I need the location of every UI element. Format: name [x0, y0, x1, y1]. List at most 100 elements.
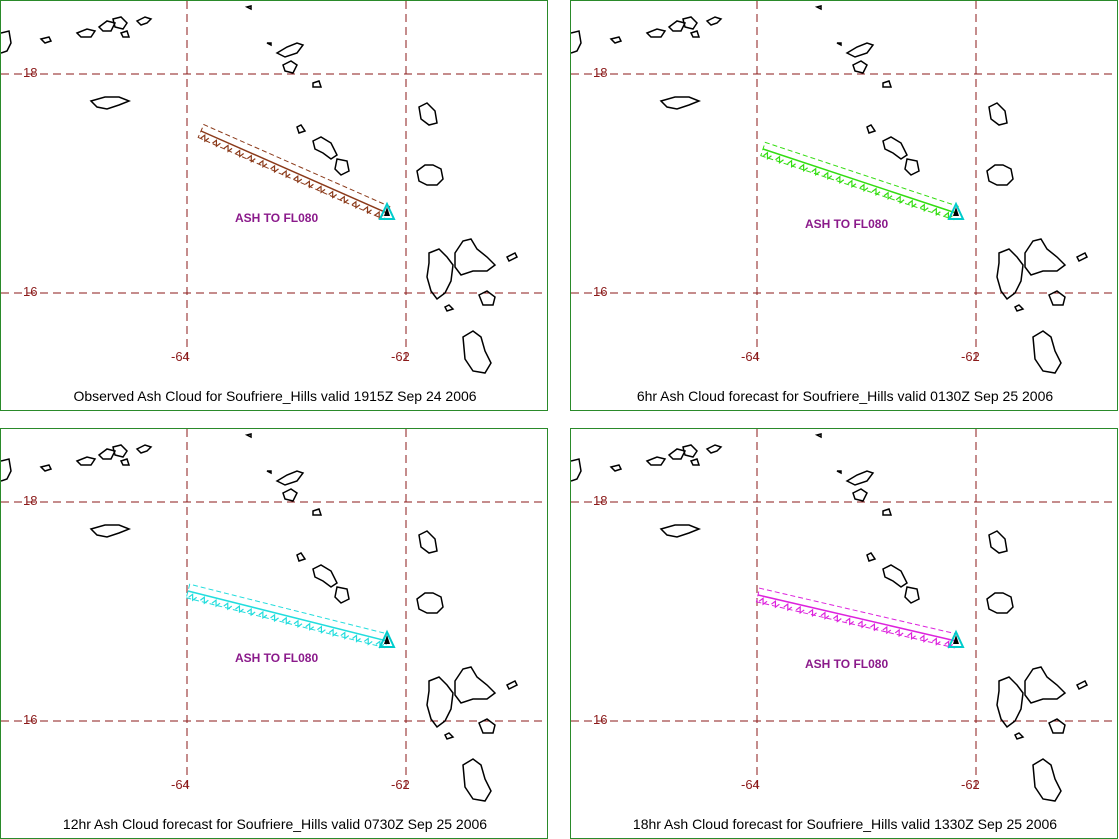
panel-caption: 6hr Ash Cloud forecast for Soufriere_Hil…	[636, 388, 1054, 404]
ash-cloud-hatch	[316, 185, 326, 194]
island-outline	[462, 330, 492, 374]
island-outline	[852, 60, 868, 74]
volcano-marker	[378, 629, 396, 648]
ash-cloud-hatch	[317, 625, 326, 634]
ash-cloud-hatch	[258, 159, 268, 168]
island-outline	[119, 458, 131, 466]
island-outline	[1024, 238, 1067, 276]
island-outline	[882, 80, 893, 88]
lon-label-64: -64	[171, 349, 190, 364]
island-outline	[505, 679, 519, 691]
island-outline	[505, 251, 519, 263]
island-outline	[462, 758, 492, 802]
lon-label-64: -64	[171, 777, 190, 792]
island-outline	[135, 16, 153, 26]
ash-cloud-hatch	[894, 628, 904, 638]
ash-cloud-hatch	[835, 175, 845, 184]
ash-cloud-hatch	[375, 640, 385, 649]
volcano-marker	[947, 201, 965, 220]
island-outline	[689, 30, 701, 38]
ash-cloud-hatch	[795, 605, 805, 615]
ash-cloud-hatch	[339, 195, 349, 204]
ash-cloud-hatch	[845, 617, 855, 626]
island-outline	[1013, 732, 1025, 740]
island-outline	[454, 666, 497, 704]
island-outline	[416, 592, 444, 614]
ash-cloud-hatch	[832, 614, 842, 623]
island-outline	[609, 36, 623, 44]
island-outline	[988, 530, 1008, 554]
ash-cloud-hatch	[847, 179, 857, 188]
island-outline	[609, 464, 623, 472]
island-outline	[454, 238, 497, 276]
ash-cloud-centerline	[200, 130, 388, 214]
coastline-map	[1, 1, 547, 374]
island-outline	[244, 5, 252, 11]
lon-label-64: -64	[741, 349, 760, 364]
ash-cloud-hatch	[907, 199, 917, 208]
ash-cloud-hatch	[212, 139, 221, 148]
lon-label-62: -62	[961, 349, 980, 364]
ash-cloud-hatch	[919, 203, 929, 212]
island-outline	[845, 42, 875, 58]
island-outline	[426, 676, 454, 729]
ash-cloud-hatch	[211, 599, 221, 608]
island-outline	[97, 20, 117, 32]
island-outline	[866, 124, 877, 134]
island-outline	[39, 36, 53, 44]
island-outline	[1048, 290, 1066, 306]
island-outline	[282, 60, 298, 74]
ash-cloud-hatch	[246, 154, 256, 163]
ash-cloud-hatch	[281, 169, 291, 179]
ash-cloud-hatch	[870, 622, 879, 632]
lat-label-16: 16	[593, 712, 608, 727]
island-outline	[689, 458, 701, 466]
ash-cloud-hatch	[871, 187, 881, 196]
island-outline	[312, 564, 338, 588]
ash-cloud-centerline	[187, 590, 388, 642]
island-outline	[334, 586, 350, 604]
island-outline	[266, 42, 272, 47]
ash-cloud-hatch	[363, 637, 373, 646]
volcano-marker-core	[384, 207, 390, 216]
island-outline	[39, 464, 53, 472]
island-outline	[996, 676, 1024, 729]
lat-label-16: 16	[593, 284, 608, 299]
ash-cloud-hatch	[199, 596, 209, 605]
island-outline	[986, 592, 1014, 614]
island-outline	[988, 102, 1008, 126]
ash-level-label: ASH TO FL080	[235, 211, 319, 225]
island-outline	[443, 304, 455, 312]
ash-cloud-hatch	[200, 133, 210, 143]
island-outline	[645, 456, 667, 466]
ash-cloud-hatch	[235, 149, 245, 158]
island-outline	[312, 136, 338, 160]
island-outline	[682, 444, 698, 458]
island-outline	[418, 102, 438, 126]
map-panel-6hr: 18 16 -64 -62 ASH TO FL080 6hr Ash Cloud…	[570, 0, 1118, 411]
ash-cloud-hatch	[293, 174, 303, 184]
ash-cloud-hatch	[281, 616, 291, 626]
island-outline	[334, 158, 350, 176]
volcano-marker	[378, 201, 396, 220]
panel-caption: 18hr Ash Cloud forecast for Soufriere_Hi…	[632, 816, 1058, 832]
island-outline	[682, 16, 698, 30]
island-outline	[904, 158, 920, 176]
lon-label-62: -62	[391, 349, 410, 364]
ash-cloud-hatch	[944, 640, 954, 649]
island-outline	[416, 164, 444, 186]
island-outline	[1, 458, 12, 482]
island-outline	[882, 136, 908, 160]
island-outline	[282, 488, 298, 502]
ash-cloud-hatch	[246, 607, 256, 617]
panel-caption: 12hr Ash Cloud forecast for Soufriere_Hi…	[62, 816, 488, 832]
island-outline	[478, 290, 496, 306]
lon-label-64: -64	[741, 777, 760, 792]
island-outline	[296, 124, 307, 134]
island-outline	[312, 508, 323, 516]
ash-level-label: ASH TO FL080	[805, 657, 889, 671]
island-outline	[244, 433, 252, 439]
ash-cloud-area	[197, 123, 391, 221]
ash-cloud-hatch	[235, 604, 244, 614]
island-outline	[135, 444, 153, 454]
